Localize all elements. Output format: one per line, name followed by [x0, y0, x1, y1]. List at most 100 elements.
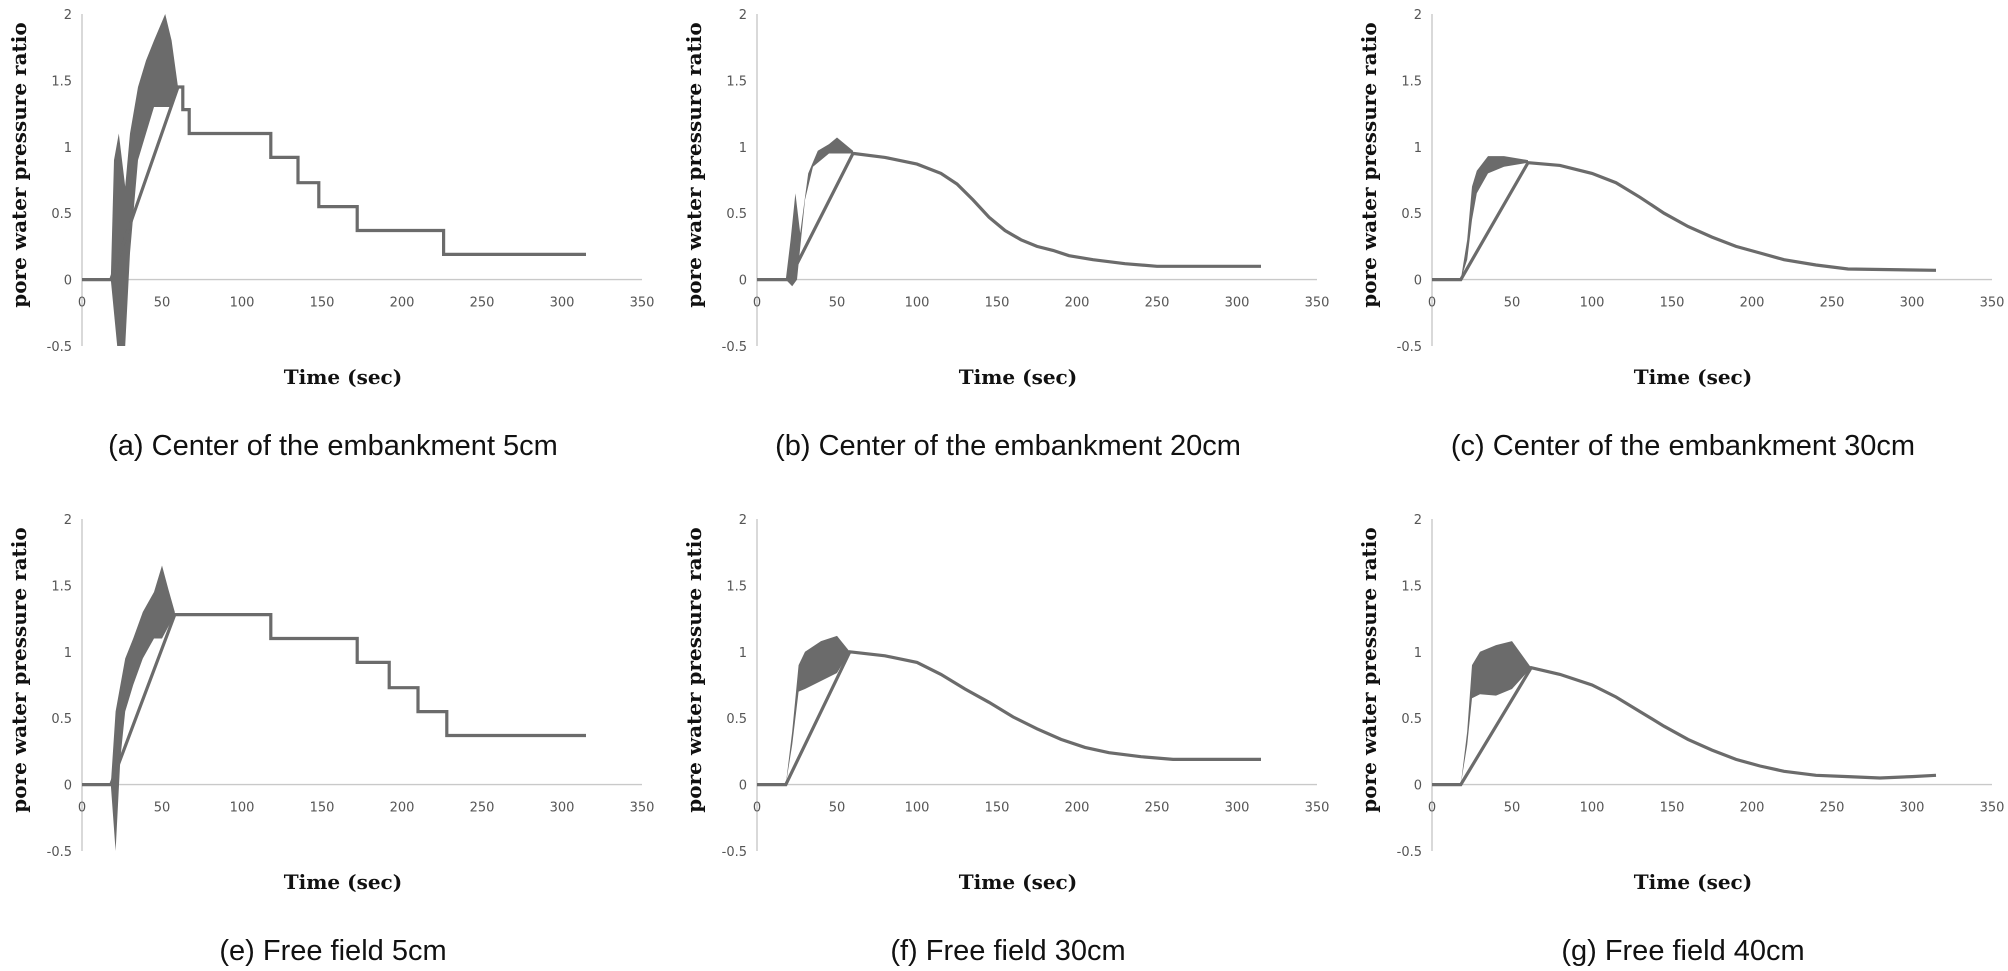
y-tick-label: 2: [64, 8, 72, 23]
x-axis-title: Time (sec): [284, 365, 402, 389]
chart-svg: 2 1.5 1 0.5 0 -0.5 0 50 100 150 200 250 300 350 pore w…: [1357, 8, 2005, 462]
y-tick-label: 1: [1414, 646, 1422, 661]
y-tick-label: -0.5: [47, 340, 72, 355]
x-tick-label: 100: [905, 296, 930, 311]
y-tick-label: -0.5: [722, 845, 747, 860]
x-tick-label: 50: [1504, 801, 1521, 816]
y-tick-label: 1: [64, 646, 72, 661]
x-tick-label: 100: [230, 296, 255, 311]
y-tick-label: 0: [64, 779, 72, 794]
series-line: [1432, 665, 1937, 787]
y-tick-label: 0: [64, 274, 72, 289]
chart-panel: 2 1.5 1 0.5 0 -0.5 0 50 100 150 200 250 300 350 pore w…: [0, 0, 658, 466]
chart-svg: 2 1.5 1 0.5 0 -0.5 0 50 100 150 200 250 300 350 pore w…: [682, 8, 1330, 462]
x-tick-label: 350: [630, 296, 655, 311]
x-tick-label: 0: [1428, 296, 1436, 311]
x-tick-label: 350: [1980, 801, 2005, 816]
panel-caption: (f) Free field 30cm: [890, 935, 1125, 967]
y-tick-label: 0.5: [1401, 712, 1422, 727]
x-tick-label: 300: [1225, 801, 1250, 816]
x-tick-label: 50: [154, 801, 171, 816]
oscillation-band: [110, 565, 175, 851]
oscillation-band: [1460, 156, 1528, 280]
y-tick-label: 2: [1414, 513, 1422, 528]
x-tick-label: 300: [1900, 296, 1925, 311]
x-axis-title: Time (sec): [1634, 870, 1752, 894]
x-axis-title: Time (sec): [959, 870, 1077, 894]
y-tick-label: 1.5: [726, 74, 747, 89]
oscillation-band: [1460, 641, 1532, 785]
y-axis-title: pore water pressure ratio: [1357, 22, 1381, 307]
panel-caption: (a) Center of the embankment 5cm: [108, 430, 558, 462]
panel-caption: (c) Center of the embankment 30cm: [1451, 430, 1915, 462]
y-tick-label: 2: [1414, 8, 1422, 23]
chart-svg: 2 1.5 1 0.5 0 -0.5 0 50 100 150 200 250 300 350 pore w…: [7, 8, 655, 462]
panel-caption: (b) Center of the embankment 20cm: [775, 430, 1241, 462]
x-tick-label: 200: [390, 801, 415, 816]
y-tick-label: 0: [1414, 779, 1422, 794]
y-tick-label: 2: [739, 8, 747, 23]
x-tick-label: 300: [1900, 801, 1925, 816]
y-tick-label: 2: [64, 513, 72, 528]
x-tick-label: 250: [470, 296, 495, 311]
x-tick-label: 0: [1428, 801, 1436, 816]
chart-panel: 2 1.5 1 0.5 0 -0.5 0 50 100 150 200 250 300 350 pore w…: [675, 0, 1333, 466]
x-axis-title: Time (sec): [1634, 365, 1752, 389]
series-line: [757, 151, 1261, 282]
x-tick-label: 250: [1145, 801, 1170, 816]
x-tick-label: 0: [78, 296, 86, 311]
y-tick-label: 0: [739, 779, 747, 794]
chart-panel: 2 1.5 1 0.5 0 -0.5 0 50 100 150 200 250 300 350 pore w…: [1350, 0, 2008, 466]
y-tick-label: -0.5: [47, 845, 72, 860]
x-tick-label: 300: [1225, 296, 1250, 311]
x-tick-label: 0: [78, 801, 86, 816]
chart-svg: 2 1.5 1 0.5 0 -0.5 0 50 100 150 200 250 300 350 pore w…: [7, 513, 654, 967]
y-axis-title: pore water pressure ratio: [7, 527, 31, 812]
y-axis-title: pore water pressure ratio: [682, 22, 706, 307]
x-tick-label: 0: [753, 296, 761, 311]
y-axis-title: pore water pressure ratio: [1357, 527, 1381, 812]
y-tick-label: 2: [739, 513, 747, 528]
x-tick-label: 300: [550, 801, 575, 816]
x-axis-title: Time (sec): [959, 365, 1077, 389]
x-tick-label: 200: [1065, 801, 1090, 816]
x-tick-label: 150: [310, 296, 335, 311]
x-tick-label: 100: [230, 801, 255, 816]
x-tick-label: 200: [390, 296, 415, 311]
series-line: [82, 85, 586, 282]
y-tick-label: 1.5: [51, 74, 72, 89]
x-tick-label: 50: [829, 296, 846, 311]
y-tick-label: -0.5: [722, 340, 747, 355]
x-tick-label: 200: [1740, 801, 1765, 816]
x-tick-label: 50: [154, 296, 171, 311]
y-tick-label: 1: [739, 646, 747, 661]
x-tick-label: 250: [470, 801, 495, 816]
x-tick-label: 50: [1504, 296, 1521, 311]
y-tick-label: 0: [739, 274, 747, 289]
chart-panel: 2 1.5 1 0.5 0 -0.5 0 50 100 150 200 250 300 350 pore w…: [0, 505, 658, 971]
chart-svg: 2 1.5 1 0.5 0 -0.5 0 50 100 150 200 250 300 350 pore w…: [1357, 513, 2005, 967]
x-tick-label: 250: [1820, 801, 1845, 816]
panel-caption: (e) Free field 5cm: [219, 935, 446, 967]
x-tick-label: 350: [1305, 296, 1330, 311]
y-tick-label: 1.5: [726, 579, 747, 594]
x-tick-label: 350: [1980, 296, 2005, 311]
chart-svg: 2 1.5 1 0.5 0 -0.5 0 50 100 150 200 250 300 350 pore w…: [682, 513, 1330, 967]
x-tick-label: 350: [1305, 801, 1330, 816]
x-tick-label: 150: [1660, 801, 1685, 816]
y-tick-label: 0.5: [1401, 207, 1422, 222]
y-tick-label: -0.5: [1397, 845, 1422, 860]
chart-panel: 2 1.5 1 0.5 0 -0.5 0 50 100 150 200 250 300 350 pore w…: [675, 505, 1333, 971]
y-tick-label: 0.5: [51, 712, 72, 727]
x-tick-label: 200: [1065, 296, 1090, 311]
x-tick-label: 100: [905, 801, 930, 816]
y-axis-title: pore water pressure ratio: [682, 527, 706, 812]
series-line: [757, 650, 1261, 787]
y-axis-title: pore water pressure ratio: [7, 22, 31, 307]
x-tick-label: 250: [1145, 296, 1170, 311]
series-line: [1432, 161, 1937, 282]
y-tick-label: 1: [64, 141, 72, 156]
y-tick-label: 1.5: [1401, 579, 1422, 594]
y-tick-label: 0.5: [726, 207, 747, 222]
oscillation-band: [785, 635, 850, 785]
